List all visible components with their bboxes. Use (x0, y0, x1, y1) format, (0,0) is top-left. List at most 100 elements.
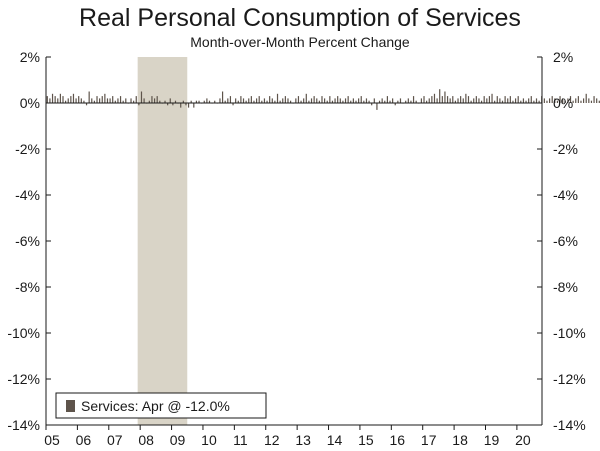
data-bar (235, 98, 237, 103)
data-bar (554, 98, 556, 103)
data-bar (462, 98, 464, 103)
data-bar (394, 103, 396, 106)
data-bar (138, 103, 140, 106)
data-bar (562, 98, 564, 103)
data-bar (271, 98, 273, 103)
y-tick-label-left: -6% (15, 233, 40, 249)
x-tick-label: 13 (295, 432, 311, 448)
data-bar (187, 103, 190, 108)
data-bar (135, 96, 137, 103)
data-bar (431, 96, 433, 103)
data-bar (88, 91, 90, 103)
data-bar (106, 98, 109, 103)
x-tick-label: 17 (421, 432, 437, 448)
y-tick-label-right: -8% (553, 279, 578, 295)
data-bar (339, 98, 341, 103)
y-tick-label-left: -12% (7, 371, 40, 387)
y-tick-label-right: -12% (553, 371, 586, 387)
data-bar (342, 100, 344, 103)
data-bar (62, 96, 64, 103)
data-bar (169, 98, 171, 103)
data-bar (585, 93, 587, 103)
y-tick-label-right: -14% (553, 417, 586, 433)
data-bar (530, 96, 532, 103)
data-bar (598, 100, 600, 103)
data-bar (475, 96, 477, 103)
data-bar (297, 96, 300, 103)
x-tick-label: 06 (76, 432, 92, 448)
x-tick-label: 16 (390, 432, 406, 448)
data-bar (119, 96, 122, 103)
data-bar (522, 98, 525, 103)
data-bar (67, 98, 69, 103)
data-bar (575, 98, 577, 103)
data-bar (569, 96, 572, 103)
data-bar (65, 100, 67, 103)
data-bar (153, 98, 156, 103)
data-bar (49, 98, 51, 103)
data-bar (263, 98, 266, 103)
data-bar (439, 89, 441, 103)
y-tick-label-right: -6% (553, 233, 578, 249)
y-tick-label-right: 0% (553, 95, 573, 111)
data-bar (308, 100, 310, 103)
data-bar (410, 100, 412, 103)
x-tick-label: 14 (327, 432, 343, 448)
data-bar (180, 103, 182, 108)
data-bar (318, 100, 320, 103)
data-bar (193, 103, 195, 108)
data-bar (436, 98, 438, 103)
data-bar (593, 96, 595, 103)
data-bar (221, 91, 224, 103)
data-bar (266, 100, 268, 103)
data-bar (368, 100, 370, 103)
data-bar (258, 96, 260, 103)
data-bar (504, 96, 506, 103)
data-bar (329, 96, 331, 103)
data-bar (75, 98, 77, 103)
data-bar (392, 98, 394, 103)
data-bar (182, 100, 184, 103)
data-bar (470, 100, 472, 103)
data-bar (460, 96, 462, 103)
legend-swatch (66, 400, 75, 412)
data-bar (214, 100, 216, 103)
data-bar (114, 100, 116, 103)
x-tick-label: 05 (44, 432, 60, 448)
data-bar (326, 100, 328, 103)
data-bar (172, 103, 174, 106)
data-bar (457, 98, 459, 103)
data-bar (237, 100, 239, 103)
data-bar (535, 98, 538, 103)
data-bar (397, 100, 399, 103)
data-bar (365, 98, 368, 103)
data-bar (501, 100, 504, 103)
data-bar (446, 96, 449, 103)
data-bar (567, 98, 569, 103)
data-bar (381, 98, 383, 103)
x-tick-label: 07 (107, 432, 123, 448)
data-bar (467, 96, 470, 103)
data-bar (420, 98, 423, 103)
data-bar (378, 100, 381, 103)
y-tick-label-left: -14% (7, 417, 40, 433)
data-bar (564, 100, 566, 103)
data-bar (104, 93, 106, 103)
data-bar (300, 100, 302, 103)
data-bar (51, 93, 54, 103)
data-bar (248, 98, 250, 103)
data-bar (465, 93, 467, 103)
data-bar (156, 96, 158, 103)
data-bar (229, 96, 232, 103)
data-bar (512, 100, 514, 103)
y-tick-label-left: 2% (20, 49, 40, 65)
data-bar (358, 98, 360, 103)
data-bar (426, 100, 428, 103)
data-bar (399, 98, 402, 103)
data-bar (350, 100, 352, 103)
data-bar (355, 100, 357, 103)
data-bar (543, 98, 545, 103)
y-tick-label-right: -10% (553, 325, 586, 341)
data-bar (525, 100, 527, 103)
